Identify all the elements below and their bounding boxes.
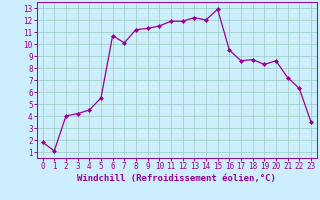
X-axis label: Windchill (Refroidissement éolien,°C): Windchill (Refroidissement éolien,°C) — [77, 174, 276, 183]
